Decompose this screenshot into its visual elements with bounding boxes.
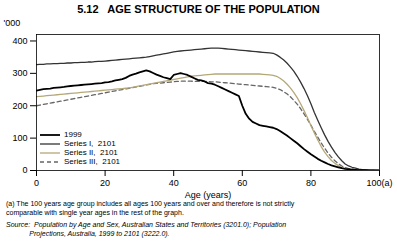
html-text:Source: Population by Age and: Source: Population by Age and Sex, Austr… — [6, 221, 287, 228]
html-text:Series III, 2101: Series III, 2101 — [64, 157, 120, 166]
html-text:5.12 AGE STRUCTURE OF THE POPU: 5.12 AGE STRUCTURE OF THE POPULATION — [77, 3, 320, 15]
html-text:1999: 1999 — [64, 130, 82, 139]
html-text:(a) The 100 years age group in: (a) The 100 years age group includes all… — [6, 200, 295, 207]
svg-text:0: 0 — [22, 165, 27, 175]
svg-text:100: 100 — [12, 133, 27, 143]
html-text:Series I, 2101: Series I, 2101 — [64, 139, 116, 148]
svg-text:200: 200 — [12, 101, 27, 111]
svg-text:0: 0 — [34, 178, 39, 188]
html-text:comparable with single year ag: comparable with single year ages in the … — [6, 208, 184, 216]
svg-text:'000: '000 — [4, 18, 21, 28]
svg-text:40: 40 — [169, 178, 179, 188]
svg-text:60: 60 — [237, 178, 247, 188]
svg-text:Age (years): Age (years) — [185, 190, 232, 200]
svg-text:300: 300 — [12, 68, 27, 78]
svg-text:20: 20 — [100, 178, 110, 188]
html-text:Projections, Australia, 1999 t: Projections, Australia, 1999 to 2101 (32… — [6, 229, 170, 237]
svg-text:80: 80 — [306, 178, 316, 188]
svg-text:400: 400 — [12, 36, 27, 46]
html-text:Series II, 2101: Series II, 2101 — [64, 148, 118, 157]
svg-text:100(a): 100(a) — [366, 178, 392, 188]
